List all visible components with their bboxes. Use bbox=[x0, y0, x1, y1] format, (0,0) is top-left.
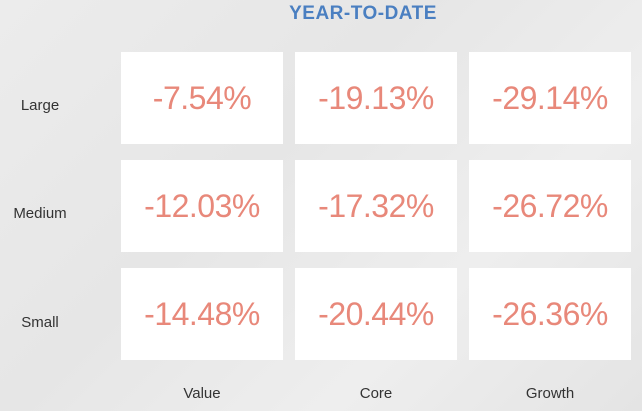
cell-medium-core: -17.32% bbox=[295, 160, 457, 252]
chart-title: YEAR-TO-DATE bbox=[289, 3, 437, 24]
row-label-large: Large bbox=[20, 97, 60, 114]
cell-small-value: -14.48% bbox=[121, 268, 283, 360]
cell-large-value: -7.54% bbox=[121, 52, 283, 144]
cell-large-core: -19.13% bbox=[295, 52, 457, 144]
cell-medium-growth: -26.72% bbox=[469, 160, 631, 252]
column-label-value: Value bbox=[183, 385, 221, 402]
row-label-medium: Medium bbox=[13, 205, 67, 222]
cell-small-core: -20.44% bbox=[295, 268, 457, 360]
column-label-growth: Growth bbox=[525, 385, 575, 402]
cell-medium-value: -12.03% bbox=[121, 160, 283, 252]
cell-small-growth: -26.36% bbox=[469, 268, 631, 360]
row-label-small: Small bbox=[21, 314, 59, 331]
cell-large-growth: -29.14% bbox=[469, 52, 631, 144]
column-label-core: Core bbox=[359, 385, 393, 402]
